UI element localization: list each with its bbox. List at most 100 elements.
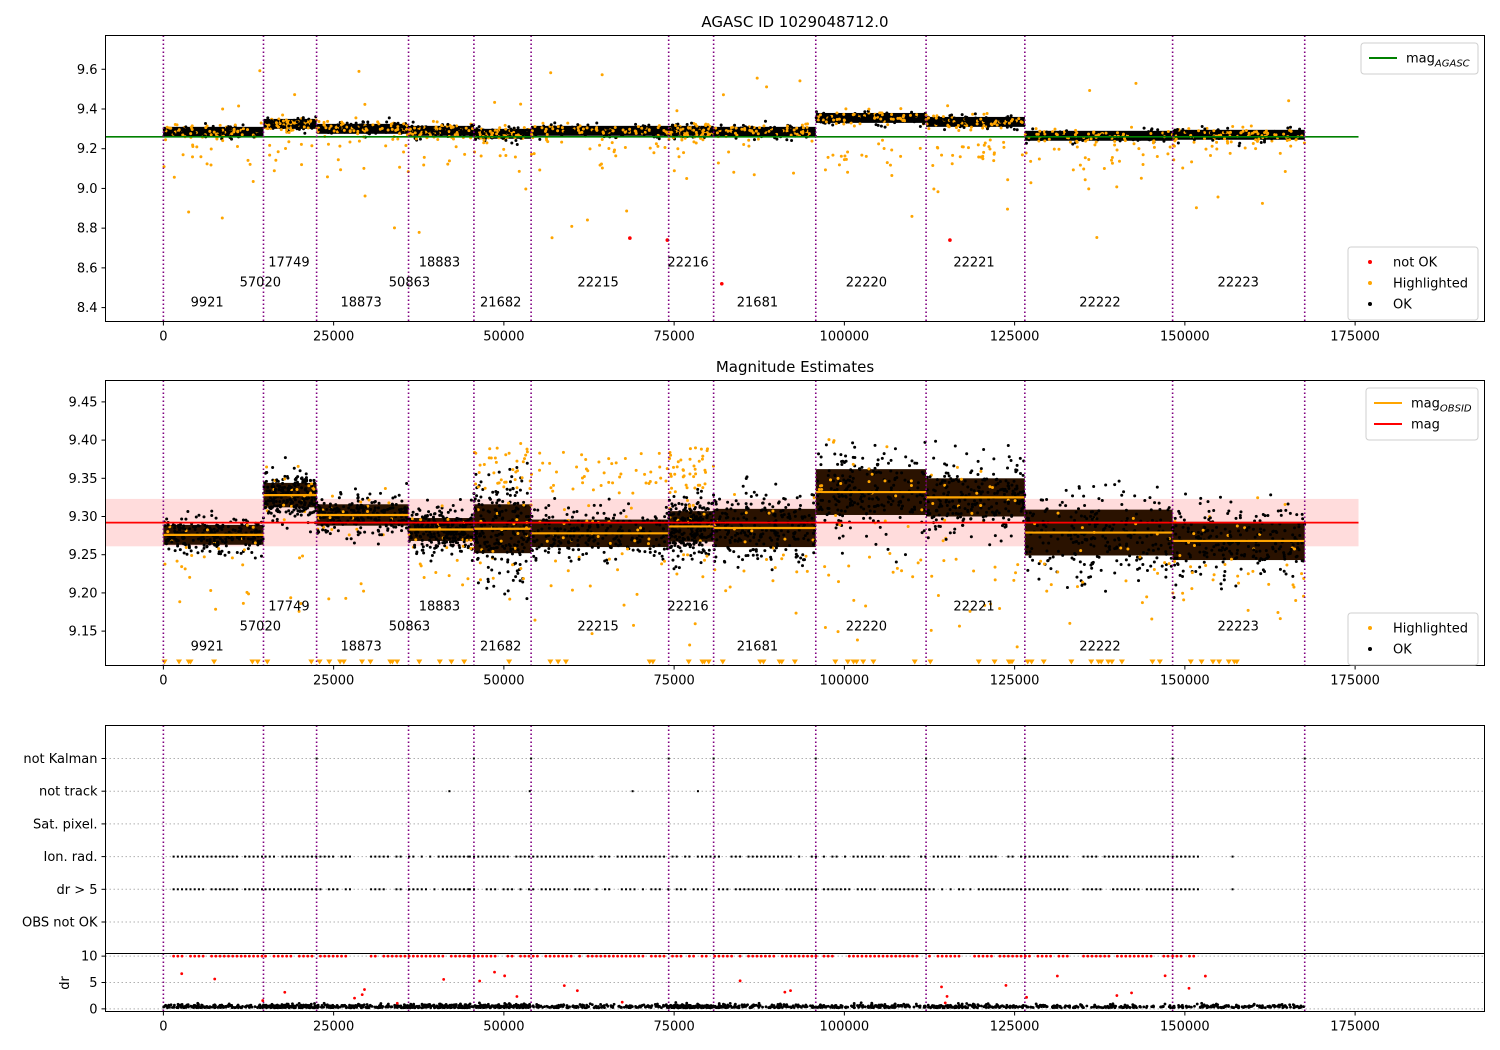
ok-point (226, 525, 230, 529)
ok-point (475, 127, 479, 131)
ok-point (443, 544, 447, 548)
ok-point (744, 502, 748, 506)
ok-point (1221, 546, 1225, 550)
ok-point (459, 517, 463, 521)
ok-point (553, 496, 557, 500)
highlighted-point (1251, 141, 1255, 145)
ok-point (1060, 500, 1064, 504)
ok-point (1284, 508, 1288, 512)
ok-point (1155, 485, 1159, 489)
ok-point (862, 507, 866, 511)
ok-point (436, 531, 440, 535)
ok-point (485, 545, 489, 549)
ok-point (371, 511, 375, 515)
ok-point (420, 538, 424, 542)
ok-point (978, 121, 982, 125)
highlighted-point (436, 138, 440, 142)
highlighted-point (1020, 120, 1024, 124)
highlighted-point (754, 129, 758, 133)
ok-point (199, 539, 203, 543)
agasc-clip: 9921570201774918873508631888321682222152… (105, 35, 1359, 322)
ok-point (505, 487, 509, 491)
ok-point (1189, 523, 1193, 527)
x-tick-label: 175000 (1330, 330, 1380, 345)
highlighted-point (836, 476, 840, 480)
ok-point (485, 554, 489, 558)
highlighted-point (519, 102, 523, 106)
highlighted-point (839, 154, 843, 158)
ok-point (276, 510, 280, 514)
ok-point (834, 526, 838, 530)
ok-point (1118, 139, 1122, 143)
ok-point (784, 505, 788, 509)
ok-point (171, 536, 175, 540)
highlighted-point (1034, 127, 1038, 131)
highlighted-point (549, 71, 553, 75)
ok-point (689, 554, 693, 558)
ok-point (246, 537, 250, 541)
ok-point (1080, 541, 1084, 545)
highlighted-point (1219, 133, 1223, 137)
ok-point (1269, 533, 1273, 537)
ok-point (168, 537, 172, 541)
ok-point (1127, 563, 1131, 567)
highlighted-point (995, 123, 999, 127)
agasc-panel: AGASC ID 1029048712.0 992157020177491887… (77, 13, 1485, 345)
ok-point (252, 535, 256, 539)
highlighted-point (242, 548, 246, 552)
ok-point (429, 540, 433, 544)
ok-point (1205, 555, 1209, 559)
ok-point (425, 513, 429, 517)
ok-point (358, 123, 362, 127)
highlighted-point (1029, 159, 1033, 163)
not-ok-point (719, 281, 724, 286)
ok-point (960, 113, 964, 117)
ok-point (427, 518, 431, 522)
ok-point (475, 494, 479, 498)
highlighted-point (842, 122, 846, 126)
highlighted-point (824, 120, 828, 124)
highlighted-point (530, 133, 534, 137)
ok-point (1006, 484, 1010, 488)
ok-point (952, 531, 956, 535)
ok-point (281, 489, 285, 493)
ok-point (354, 121, 358, 125)
ok-point (1234, 584, 1238, 588)
x-tick-label: 100000 (820, 330, 870, 345)
highlighted-point (1119, 546, 1123, 550)
ok-point (400, 524, 404, 528)
ok-point (699, 515, 703, 519)
ok-point (360, 504, 364, 508)
ok-point (586, 123, 590, 127)
ok-point (790, 523, 794, 527)
ok-point (1031, 558, 1035, 562)
ok-point (1124, 558, 1128, 562)
highlighted-point (332, 129, 336, 133)
ok-point (681, 541, 685, 545)
ok-point (415, 552, 419, 556)
ok-point (263, 124, 267, 128)
ok-point (408, 517, 412, 521)
ok-point (1007, 509, 1011, 513)
ok-point (169, 130, 173, 134)
highlighted-point (599, 162, 603, 166)
ok-point (730, 503, 734, 507)
ok-point (846, 485, 850, 489)
ok-point (873, 510, 877, 514)
ok-point (508, 467, 512, 471)
ok-point (191, 538, 195, 542)
ok-point (1091, 535, 1095, 539)
ok-point (788, 544, 792, 548)
ok-point (256, 132, 260, 136)
ok-point (266, 499, 270, 503)
ok-point (725, 507, 729, 511)
ok-point (300, 120, 304, 124)
highlighted-point (792, 171, 796, 175)
ok-point (446, 525, 450, 529)
ok-point (635, 536, 639, 540)
highlighted-point (835, 118, 839, 122)
ok-point (1184, 559, 1188, 563)
ok-point (690, 534, 694, 538)
obsid-label: 18883 (419, 256, 460, 271)
ok-point (1101, 534, 1105, 538)
